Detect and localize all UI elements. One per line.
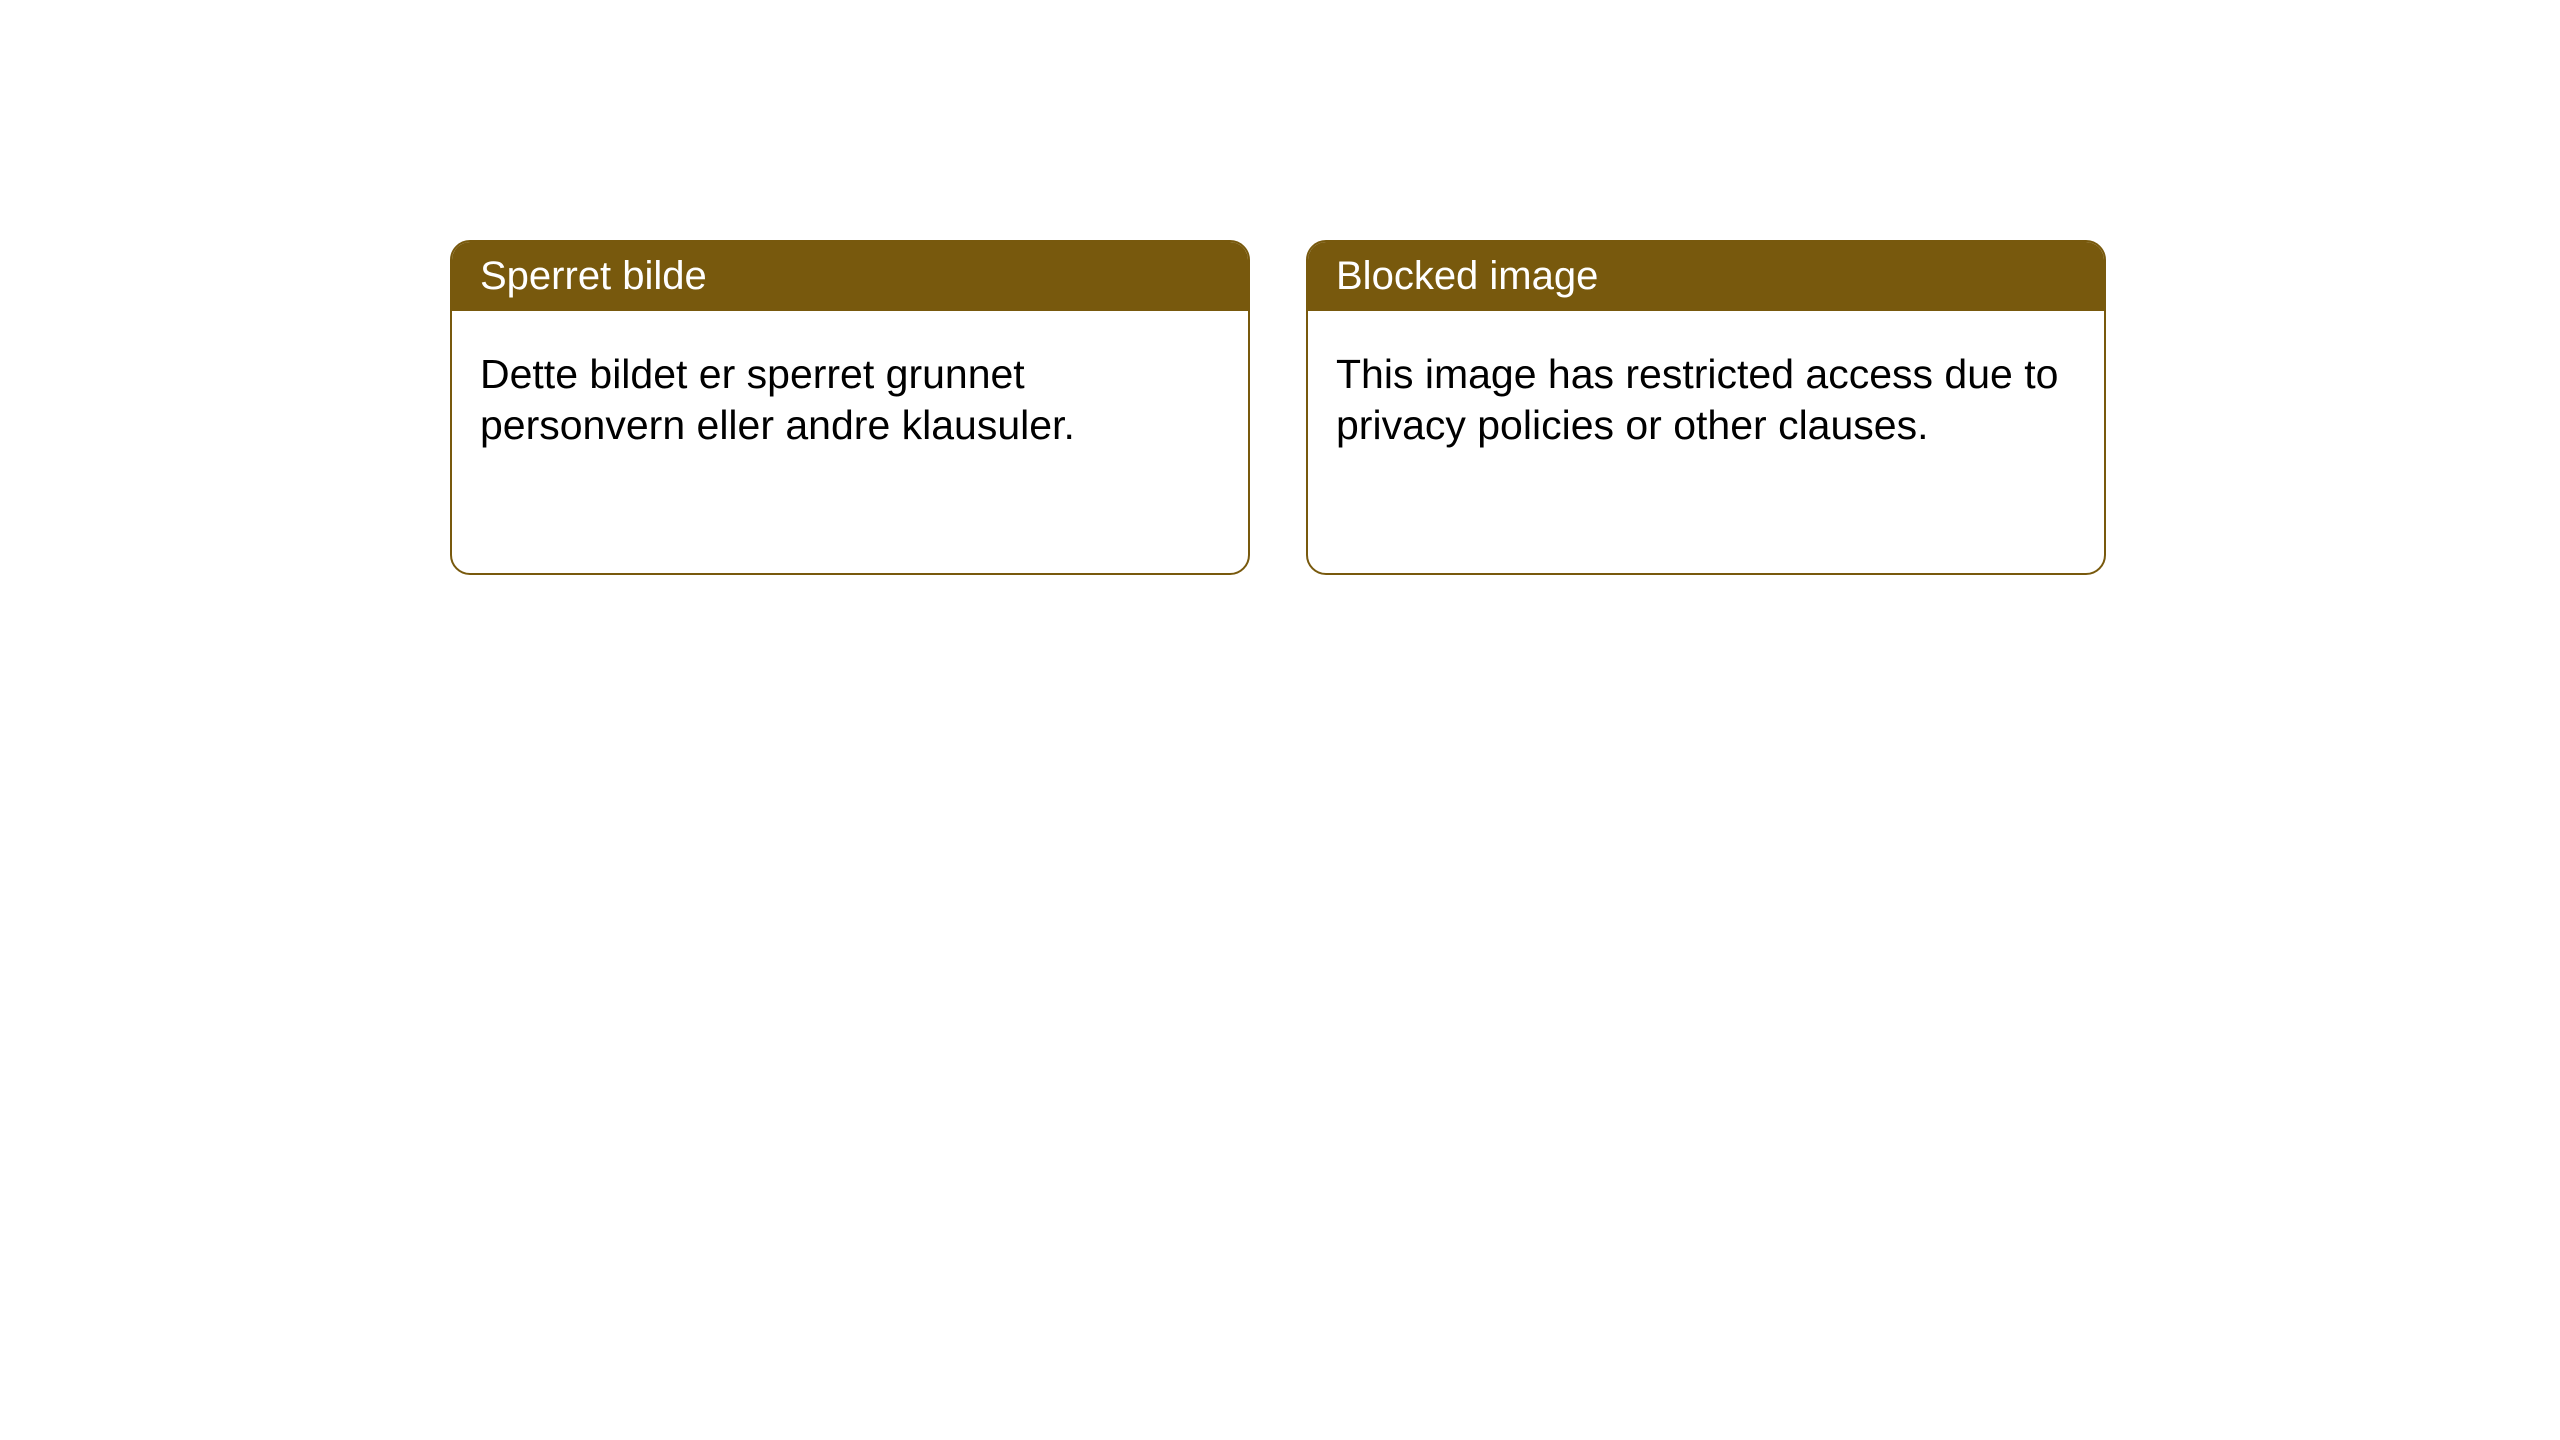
panel-norwegian: Sperret bilde Dette bildet er sperret gr… [450,240,1250,575]
panel-english: Blocked image This image has restricted … [1306,240,2106,575]
panel-header-english: Blocked image [1308,242,2104,311]
panel-body-norwegian: Dette bildet er sperret grunnet personve… [452,311,1248,490]
panel-header-norwegian: Sperret bilde [452,242,1248,311]
panel-body-english: This image has restricted access due to … [1308,311,2104,490]
panels-container: Sperret bilde Dette bildet er sperret gr… [450,240,2560,575]
